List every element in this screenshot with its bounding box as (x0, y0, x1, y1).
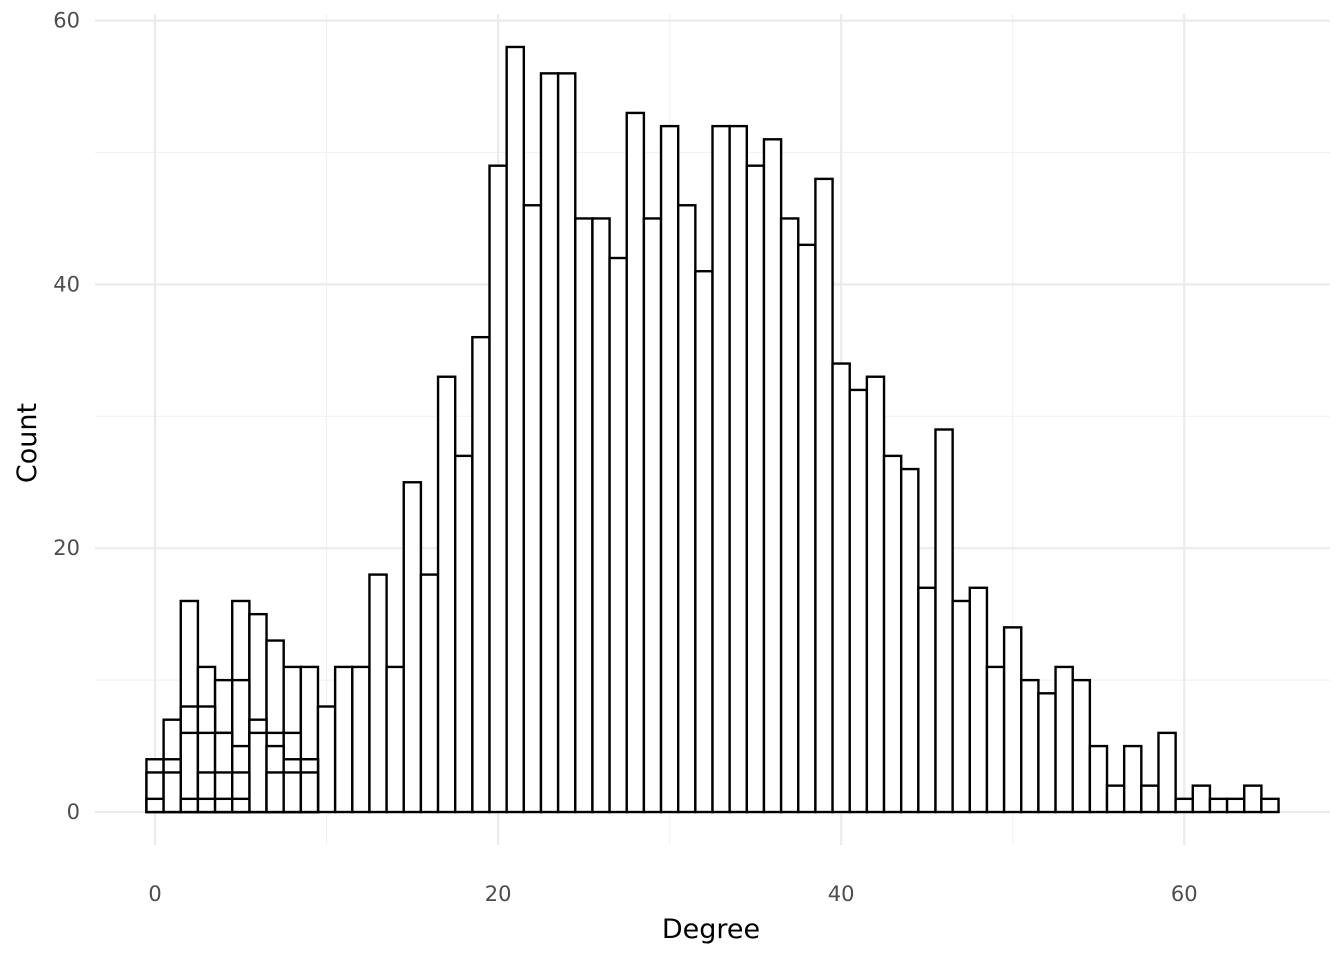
histogram-bar (899, 467, 920, 814)
histogram-bar (1020, 678, 1040, 814)
histogram-bar (522, 204, 543, 814)
histogram-bar (316, 705, 337, 814)
histogram-bar (642, 217, 663, 814)
histogram-bar (213, 797, 234, 814)
histogram-bar (436, 375, 457, 814)
histogram-bar (1174, 797, 1194, 814)
histogram-bar (848, 388, 869, 814)
histogram-bar (265, 771, 285, 814)
histogram-bar (333, 665, 354, 814)
histogram-bar (934, 428, 954, 814)
x-axis-ticks: 0 20 40 60 (148, 882, 1197, 906)
histogram-bar (865, 375, 886, 814)
histogram-bar (762, 138, 783, 814)
histogram-bar (676, 204, 697, 814)
histogram-bar (231, 797, 251, 814)
y-axis-title: Count (12, 403, 43, 483)
histogram-bar (368, 573, 388, 814)
histogram-bar (1054, 665, 1074, 814)
histogram-bar (1191, 784, 1212, 814)
histogram-bar (196, 797, 217, 814)
histogram-bar (728, 124, 749, 814)
histogram-bar (608, 256, 628, 814)
histogram-bar (351, 665, 371, 814)
histogram-bar (471, 335, 491, 814)
histogram-bar (145, 797, 165, 814)
histogram-bar (711, 124, 731, 814)
histogram-bar (419, 573, 440, 814)
histogram-bar (454, 454, 474, 814)
histogram-bar (1208, 797, 1229, 814)
histogram-bar (402, 481, 423, 814)
histogram-bar (1105, 784, 1126, 814)
y-tick-label: 0 (67, 800, 80, 824)
histogram-bar (591, 217, 611, 814)
histogram-bar (385, 665, 405, 814)
histogram-bar (659, 124, 680, 814)
histogram-bar (179, 797, 200, 814)
x-axis-title: Degree (662, 914, 760, 945)
y-tick-label: 40 (53, 272, 80, 296)
histogram-bar (248, 731, 268, 814)
histogram-bar (1243, 784, 1263, 814)
histogram-bar (1140, 784, 1160, 814)
y-tick-label: 20 (53, 536, 80, 560)
histogram-bar (1122, 744, 1143, 814)
histogram-bar (1088, 744, 1109, 814)
histogram-bar (556, 72, 577, 814)
histogram-bar (299, 771, 320, 814)
histogram-bar (1037, 692, 1057, 814)
histogram-bar (162, 771, 182, 814)
histogram-bar (745, 164, 766, 814)
histogram-bar (574, 217, 594, 814)
histogram-bar (814, 177, 834, 814)
histogram-bar (694, 270, 714, 814)
histogram-bar (968, 586, 989, 814)
x-tick-label: 20 (485, 882, 512, 906)
histogram-bar (779, 217, 800, 814)
histogram-bar (539, 72, 560, 814)
histogram-bar (917, 586, 937, 814)
histogram-bar (985, 665, 1006, 814)
y-axis-ticks: 0 20 40 60 (53, 9, 80, 824)
x-tick-label: 60 (1171, 882, 1198, 906)
y-tick-label: 60 (53, 9, 80, 33)
histogram-bar (625, 111, 646, 814)
histogram-bar (1071, 678, 1092, 814)
histogram-bar (1002, 626, 1023, 814)
bars (145, 45, 1280, 814)
histogram-bar (1225, 797, 1246, 814)
x-tick-label: 40 (828, 882, 855, 906)
histogram-bar (882, 454, 903, 814)
histogram-bar (282, 771, 303, 814)
histogram-bar (1157, 731, 1177, 814)
histogram-bar (951, 599, 971, 814)
histogram-bar (831, 362, 851, 814)
histogram-bar (488, 164, 508, 814)
x-tick-label: 0 (148, 882, 161, 906)
histogram-bar (797, 243, 817, 814)
histogram-bar (1260, 797, 1280, 814)
histogram-bar (505, 45, 526, 814)
